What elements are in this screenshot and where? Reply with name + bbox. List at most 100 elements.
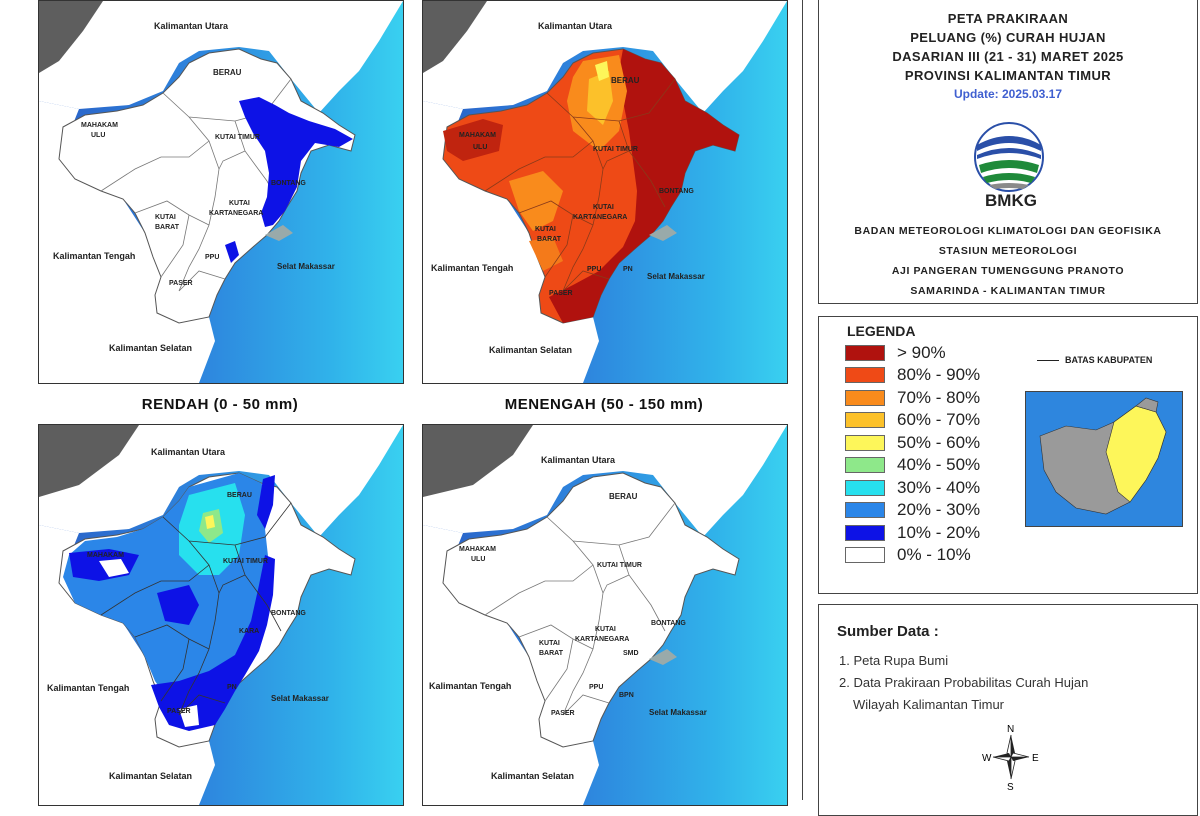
divider bbox=[802, 0, 803, 800]
legend-swatch bbox=[845, 457, 885, 473]
label-kubar2: BARAT bbox=[537, 236, 562, 243]
label-mahakam: MAHAKAM bbox=[81, 122, 118, 129]
label-ulu: ULU bbox=[473, 144, 487, 151]
legend-swatch bbox=[845, 502, 885, 518]
label-mahakam: MAHAKAM bbox=[459, 546, 496, 553]
legend-label: 40% - 50% bbox=[897, 455, 981, 474]
north-n: N bbox=[1007, 724, 1014, 735]
source-item-2: 2. Data Prakiraan Probabilitas Curah Huj… bbox=[839, 675, 1089, 690]
title-box: PETA PRAKIRAAN PELUANG (%) CURAH HUJAN D… bbox=[818, 0, 1198, 304]
label-pn: PN bbox=[227, 684, 237, 691]
label-selat: Selat Makassar bbox=[649, 708, 707, 717]
title-line-1: PETA PRAKIRAAN bbox=[947, 11, 1069, 26]
org-line-3: AJI PANGERAN TUMENGGUNG PRANOTO bbox=[891, 265, 1125, 277]
legend-swatch bbox=[845, 412, 885, 428]
label-bontang: BONTANG bbox=[651, 620, 686, 627]
update-date: Update: 2025.03.17 bbox=[953, 87, 1063, 101]
legend-row: 70% - 80% bbox=[845, 388, 980, 407]
label-mahakam: MAHAKAM bbox=[459, 132, 496, 139]
legend-swatch bbox=[845, 344, 885, 361]
label-berau: BERAU bbox=[227, 492, 252, 499]
legend-swatch bbox=[845, 389, 885, 406]
title-line-3: DASARIAN III (21 - 31) MARET 2025 bbox=[892, 49, 1124, 64]
legend-label: 10% - 20% bbox=[897, 522, 981, 542]
label-berau: BERAU bbox=[609, 492, 638, 501]
label-bontang: BONTANG bbox=[659, 188, 694, 195]
label-berau: BERAU bbox=[611, 76, 640, 85]
legend-swatch bbox=[845, 434, 885, 451]
org-line-4: SAMARINDA - KALIMANTAN TIMUR bbox=[910, 285, 1106, 297]
title-line-4: PROVINSI KALIMANTAN TIMUR bbox=[904, 68, 1112, 83]
boundary-label: BATAS KABUPATEN bbox=[1065, 355, 1153, 365]
legend-label: 20% - 30% bbox=[897, 500, 981, 519]
label-kubar2: BARAT bbox=[539, 650, 564, 657]
label-kalsel: Kalimantan Selatan bbox=[109, 343, 192, 353]
label-bontang: BONTANG bbox=[271, 180, 306, 187]
legend-row: 60% - 70% bbox=[845, 410, 980, 430]
label-kalsel: Kalimantan Selatan bbox=[109, 771, 192, 781]
legend-row: > 90% bbox=[845, 343, 946, 362]
label-kalteng: Kalimantan Tengah bbox=[431, 263, 513, 273]
label-kukar2: KARTANEGARA bbox=[573, 214, 627, 221]
map-sangat-tinggi: Kalimantan Utara BERAU MAHAKAM ULU KUTAI… bbox=[422, 424, 788, 806]
label-ppu: PPU bbox=[205, 254, 219, 261]
label-kaltara: Kalimantan Utara bbox=[151, 447, 226, 457]
label-kalsel: Kalimantan Selatan bbox=[491, 771, 574, 781]
label-kutim: KUTAI TIMUR bbox=[215, 134, 260, 141]
label-mahakam: MAHAKAM bbox=[87, 552, 124, 559]
legend-swatch bbox=[845, 547, 885, 563]
label-ulu: ULU bbox=[91, 132, 105, 139]
legend-row: 80% - 90% bbox=[845, 365, 980, 385]
label-kubar1: KUTAI bbox=[535, 226, 556, 233]
title-line-2: PELUANG (%) CURAH HUJAN bbox=[910, 30, 1106, 45]
label-kutim: KUTAI TIMUR bbox=[597, 562, 642, 569]
legend-row: 0% - 10% bbox=[845, 545, 971, 565]
label-paser: PASER bbox=[551, 710, 575, 717]
bmkg-emblem-icon bbox=[974, 122, 1044, 192]
label-paser: PASER bbox=[167, 708, 191, 715]
legend-label: 50% - 60% bbox=[897, 432, 981, 452]
legend-title: LEGENDA bbox=[847, 323, 916, 339]
label-kalteng: Kalimantan Tengah bbox=[47, 683, 129, 693]
legend-swatch bbox=[845, 524, 885, 541]
label-selat: Selat Makassar bbox=[647, 272, 705, 281]
label-selat: Selat Makassar bbox=[277, 262, 335, 271]
label-kalteng: Kalimantan Tengah bbox=[429, 681, 511, 691]
legend-box: LEGENDA > 90% 80% - 90% 70% - 80% 60% - 70%… bbox=[818, 316, 1198, 594]
map-tinggi: Kalimantan Utara BERAU MAHAKAM KUTAI TIM… bbox=[38, 424, 404, 806]
legend-label: 0% - 10% bbox=[897, 545, 971, 564]
label-kutim: KUTAI TIMUR bbox=[223, 558, 268, 565]
label-smd: SMD bbox=[623, 650, 639, 657]
label-kaltara: Kalimantan Utara bbox=[541, 455, 616, 465]
label-selat: Selat Makassar bbox=[271, 694, 329, 703]
inset-map bbox=[1025, 391, 1183, 527]
north-w: W bbox=[982, 753, 992, 764]
legend-label: 60% - 70% bbox=[897, 410, 981, 429]
legend-row: 50% - 60% bbox=[845, 433, 980, 452]
label-kukar1: KUTAI bbox=[593, 204, 614, 211]
caption-rendah: RENDAH (0 - 50 mm) bbox=[141, 396, 299, 413]
label-bontang: BONTANG bbox=[271, 610, 306, 617]
legend-row: 40% - 50% bbox=[845, 455, 980, 475]
source-item-1: 1. Peta Rupa Bumi bbox=[839, 653, 949, 668]
legend-swatch bbox=[845, 479, 885, 496]
label-bpn: BPN bbox=[619, 692, 634, 699]
label-kaltara: Kalimantan Utara bbox=[538, 21, 613, 31]
label-pn: PN bbox=[623, 266, 633, 273]
bmkg-wordmark: BMKG bbox=[985, 191, 1037, 210]
label-kukar2: KARTANEGARA bbox=[209, 210, 263, 217]
label-ulu: ULU bbox=[471, 556, 485, 563]
legend-label: > 90% bbox=[897, 342, 946, 362]
boundary-line-icon bbox=[1037, 359, 1059, 361]
org-line-1: BADAN METEOROLOGI KLIMATOLOGI DAN GEOFIS… bbox=[854, 225, 1162, 237]
legend-row: 30% - 40% bbox=[845, 478, 980, 497]
legend-label: 70% - 80% bbox=[897, 387, 981, 407]
map-menengah: Kalimantan Utara BERAU MAHAKAM ULU KUTAI… bbox=[422, 0, 788, 384]
label-kubar1: KUTAI bbox=[539, 640, 560, 647]
caption-menengah: MENENGAH (50 - 150 mm) bbox=[504, 396, 704, 413]
label-kukar1: KUTAI bbox=[229, 200, 250, 207]
sources-box: Sumber Data : 1. Peta Rupa Bumi 2. Data … bbox=[818, 604, 1198, 816]
label-kukar2: KARTANEGARA bbox=[575, 636, 629, 643]
org-line-2: STASIUN METEOROLOGI bbox=[938, 245, 1078, 257]
north-s: S bbox=[1007, 782, 1014, 791]
